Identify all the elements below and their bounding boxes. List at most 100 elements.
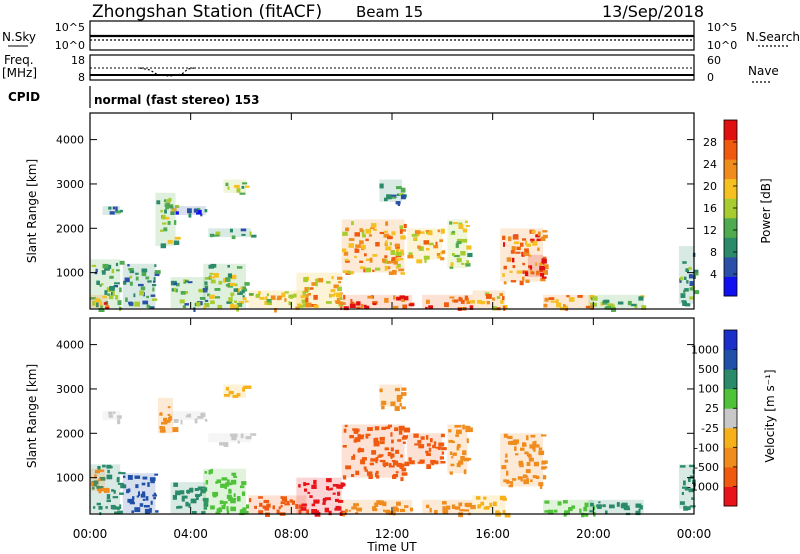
scatter-patch xyxy=(678,464,696,511)
colorbar-tick-label: 12 xyxy=(703,224,717,237)
freq-panel: Freq. [MHz] 18 8 60 0 Nave xyxy=(2,53,779,84)
colorbar-tick-label: 28 xyxy=(703,136,717,149)
cpid-panel: CPID normal (fast stereo) 153 xyxy=(8,86,260,108)
freq-label: Freq. xyxy=(4,53,34,67)
x-tick-label: 08:00 xyxy=(274,527,309,541)
colorbar-tick-label: 8 xyxy=(710,246,717,259)
y-tick-label: 4000 xyxy=(56,339,84,352)
scatter-patch xyxy=(102,206,123,215)
scatter-patch xyxy=(170,277,211,312)
colorbar-swatch xyxy=(724,388,737,409)
scatter-patch xyxy=(102,411,122,425)
scatter-patch xyxy=(90,294,110,310)
scatter-patch xyxy=(170,411,208,425)
colorbar-tick-label: 1000 xyxy=(691,344,719,357)
y-tick-label: 2000 xyxy=(56,222,84,235)
x-tick-label: 12:00 xyxy=(375,527,410,541)
power-colorbar-label: Power [dB] xyxy=(759,178,773,243)
velocity-ylabel: Slant Range [km] xyxy=(25,364,39,468)
scatter-patch xyxy=(588,499,644,516)
power-ylabel: Slant Range [km] xyxy=(25,159,39,263)
nave-label: Nave xyxy=(748,64,779,78)
colorbar-tick-label: -25 xyxy=(701,422,719,435)
colorbar-swatch xyxy=(724,217,737,238)
colorbar-swatch xyxy=(724,408,737,429)
colorbar-swatch xyxy=(724,139,737,160)
scatter-patch xyxy=(447,219,473,269)
station-title: Zhongshan Station (fitACF) xyxy=(92,2,322,22)
nsky-right-label: N.Search xyxy=(746,30,800,44)
colorbar-tick-label: 20 xyxy=(703,180,717,193)
colorbar-tick-label: 25 xyxy=(705,402,719,415)
freq-unit-label: [MHz] xyxy=(2,66,37,80)
x-tick-label: 00:00 xyxy=(73,527,108,541)
scatter-patch xyxy=(122,263,161,310)
colorbar-swatch xyxy=(724,198,737,219)
colorbar-swatch xyxy=(724,159,737,180)
colorbar-tick-label: -500 xyxy=(694,461,719,474)
colorbar-tick-label: 24 xyxy=(703,158,717,171)
colorbar-swatch xyxy=(724,486,737,507)
freq-right-tick-bottom: 0 xyxy=(707,71,714,84)
velocity-colorbar-label: Velocity [m s⁻¹] xyxy=(763,369,777,462)
colorbar-swatch xyxy=(724,349,737,370)
colorbar-tick-label: 16 xyxy=(703,202,717,215)
velocity-patches xyxy=(90,384,696,518)
nsky-left-tick-top: 10^5 xyxy=(55,21,85,34)
colorbar-swatch xyxy=(724,447,737,468)
scatter-patch xyxy=(527,254,549,279)
colorbar-swatch xyxy=(724,276,737,297)
scatter-patch xyxy=(407,433,447,469)
x-tick-label: 04:00 xyxy=(173,527,208,541)
beam-label: Beam 15 xyxy=(356,3,423,21)
scatter-patch xyxy=(341,424,411,482)
scatter-patch xyxy=(157,397,179,434)
scatter-patch xyxy=(248,495,309,517)
x-tick-label: 00:00 xyxy=(677,527,712,541)
colorbar-swatch xyxy=(724,256,737,277)
date-label: 13/Sep/2018 xyxy=(602,2,704,21)
scatter-patch xyxy=(379,179,407,206)
colorbar-tick-label: 100 xyxy=(698,383,719,396)
scatter-patch xyxy=(208,433,257,447)
nsky-left-tick-bottom: 10^0 xyxy=(55,39,85,52)
scatter-patch xyxy=(170,482,209,514)
scatter-patch xyxy=(472,495,511,518)
scatter-patch xyxy=(170,206,208,218)
nsky-right-tick-top: 10^5 xyxy=(707,21,737,34)
cpid-label: CPID xyxy=(8,90,40,104)
colorbar-tick-label: -1000 xyxy=(687,480,719,493)
scatter-patch xyxy=(296,272,346,310)
colorbar-swatch xyxy=(724,330,737,351)
scatter-patch xyxy=(122,473,159,514)
colorbar-swatch xyxy=(724,178,737,199)
nsky-panel: N.Sky 10^5 10^0 10^5 10^0 N.Search xyxy=(2,20,800,52)
colorbar-swatch xyxy=(724,427,737,448)
y-tick-label: 2000 xyxy=(56,427,84,440)
scatter-patch xyxy=(155,192,181,249)
freq-left-tick-bottom: 8 xyxy=(78,71,85,84)
scatter-patch xyxy=(223,179,250,195)
colorbar-tick-label: 4 xyxy=(710,268,717,281)
y-tick-label: 3000 xyxy=(56,178,84,191)
scatter-patch xyxy=(90,468,110,494)
power-panel: 1000 2000 3000 4000 Slant Range [km] 4 8 12 16… xyxy=(25,112,773,313)
scatter-patch xyxy=(447,424,473,475)
colorbar-tick-label: 500 xyxy=(698,363,719,376)
scatter-patch xyxy=(341,294,415,311)
nsky-right-tick-bottom: 10^0 xyxy=(707,39,737,52)
scatter-patch xyxy=(422,294,475,311)
colorbar-tick-label: -100 xyxy=(694,441,719,454)
scatter-patch xyxy=(422,499,476,518)
cpid-text: normal (fast stereo) 153 xyxy=(94,93,260,107)
y-tick-label: 1000 xyxy=(56,472,84,485)
scatter-patch xyxy=(208,228,257,240)
freq-left-tick-top: 18 xyxy=(71,54,85,67)
colorbar-swatch xyxy=(724,120,737,141)
colorbar-swatch xyxy=(724,237,737,258)
scatter-patch xyxy=(407,228,446,264)
scatter-patch xyxy=(678,246,700,307)
scatter-patch xyxy=(500,228,548,286)
velocity-colorbar: -1000 -500 -100 -25 25 100 500 1000 xyxy=(687,329,738,507)
